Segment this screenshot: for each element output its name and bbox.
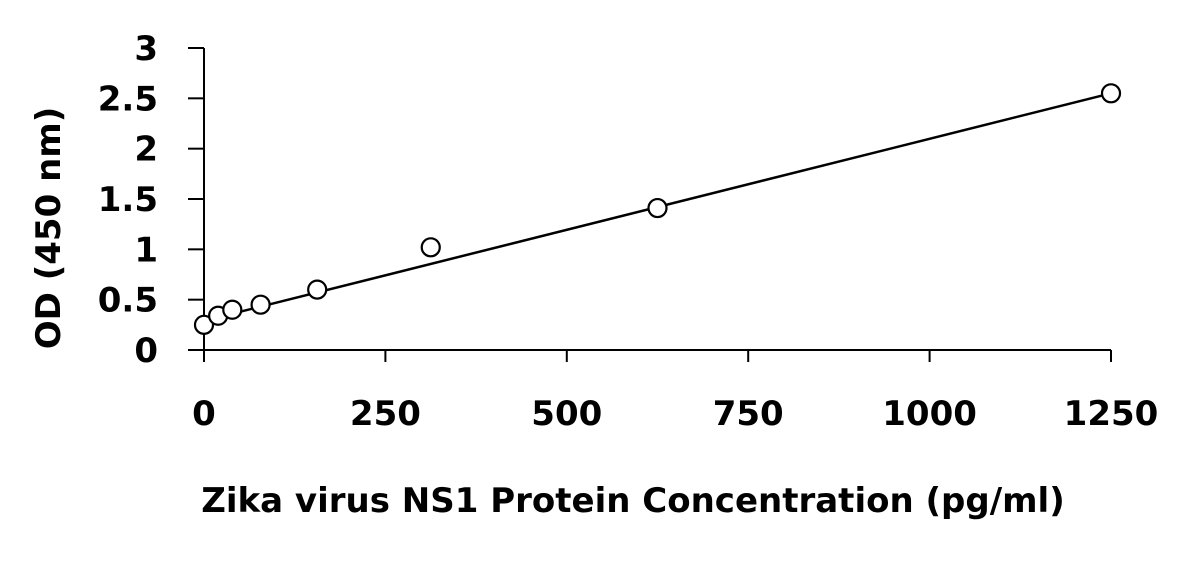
x-tick-label: 1250 <box>1064 394 1159 434</box>
y-tick-label: 1 <box>134 230 158 270</box>
x-axis-label: Zika virus NS1 Protein Concentration (pg… <box>201 481 1065 521</box>
x-tick-label: 250 <box>350 394 421 434</box>
x-tick-label: 1000 <box>882 394 977 434</box>
data-point <box>307 279 328 300</box>
y-tick-label: 0 <box>134 331 158 371</box>
data-point <box>250 294 271 315</box>
data-points <box>193 83 1122 335</box>
data-point <box>193 314 215 335</box>
x-tick-label: 500 <box>531 394 602 434</box>
y-tick-label: 3 <box>134 29 158 69</box>
y-axis-label: OD (450 nm) <box>29 107 69 349</box>
data-point <box>1100 83 1122 104</box>
y-tick-label: 1.5 <box>98 180 158 220</box>
data-point <box>420 237 441 258</box>
y-tick-label: 2 <box>134 130 158 170</box>
ticks: 0 0.5 1 1.5 2 2.5 3 0 250 500 750 1000 1250 <box>98 29 1159 434</box>
x-tick-label: 0 <box>192 394 216 434</box>
data-point <box>222 299 243 320</box>
x-tick-label: 750 <box>713 394 784 434</box>
y-tick-label: 0.5 <box>98 281 158 321</box>
y-tick-label: 2.5 <box>98 79 158 119</box>
data-point <box>647 197 668 219</box>
